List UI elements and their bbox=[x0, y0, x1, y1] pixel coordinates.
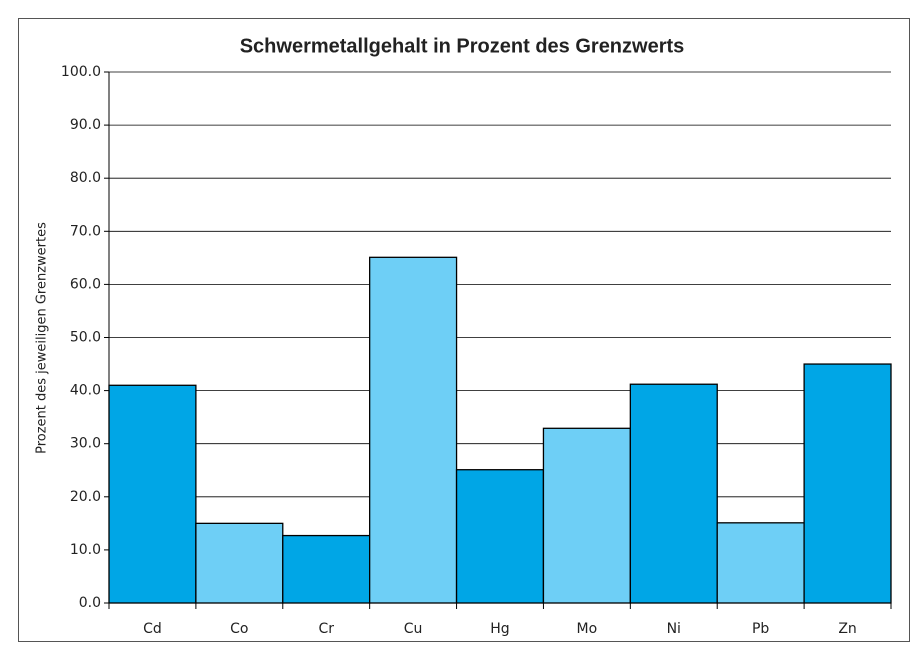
bar bbox=[542, 427, 631, 604]
x-tick-label: Zn bbox=[838, 621, 856, 637]
x-tick-label: Cu bbox=[404, 621, 423, 637]
chart-title: Schwermetallgehalt in Prozent des Grenzw… bbox=[240, 35, 685, 57]
y-tick-label: 70.0 bbox=[70, 223, 101, 239]
y-tick-label: 60.0 bbox=[70, 276, 101, 292]
y-tick-label: 100.0 bbox=[61, 64, 101, 80]
y-tick-label: 80.0 bbox=[70, 170, 101, 186]
y-tick-label: 20.0 bbox=[70, 489, 101, 505]
y-tick-label: 50.0 bbox=[70, 330, 101, 346]
bar bbox=[455, 469, 545, 604]
bar bbox=[716, 522, 805, 604]
x-tick-label: Hg bbox=[490, 621, 509, 637]
y-tick-label: 10.0 bbox=[70, 542, 101, 558]
y-tick-label: 0.0 bbox=[79, 595, 101, 611]
x-tick-label: Cr bbox=[318, 621, 334, 637]
x-tick-label: Co bbox=[230, 621, 248, 637]
y-tick-label: 40.0 bbox=[70, 383, 101, 399]
x-tick-label: Pb bbox=[752, 621, 769, 637]
bar bbox=[369, 256, 458, 604]
x-tick-label: Mo bbox=[577, 621, 598, 637]
bar bbox=[108, 384, 197, 604]
bar bbox=[282, 534, 371, 604]
bar bbox=[195, 522, 284, 604]
bar bbox=[629, 383, 718, 604]
y-tick-label: 90.0 bbox=[70, 117, 101, 133]
y-tick-label: 30.0 bbox=[70, 436, 101, 452]
y-axis-label: Prozent des jeweiligen Grenzwertes bbox=[35, 222, 50, 454]
x-tick-label: Cd bbox=[143, 621, 162, 637]
bar bbox=[803, 363, 892, 604]
x-tick-label: Ni bbox=[667, 621, 681, 637]
